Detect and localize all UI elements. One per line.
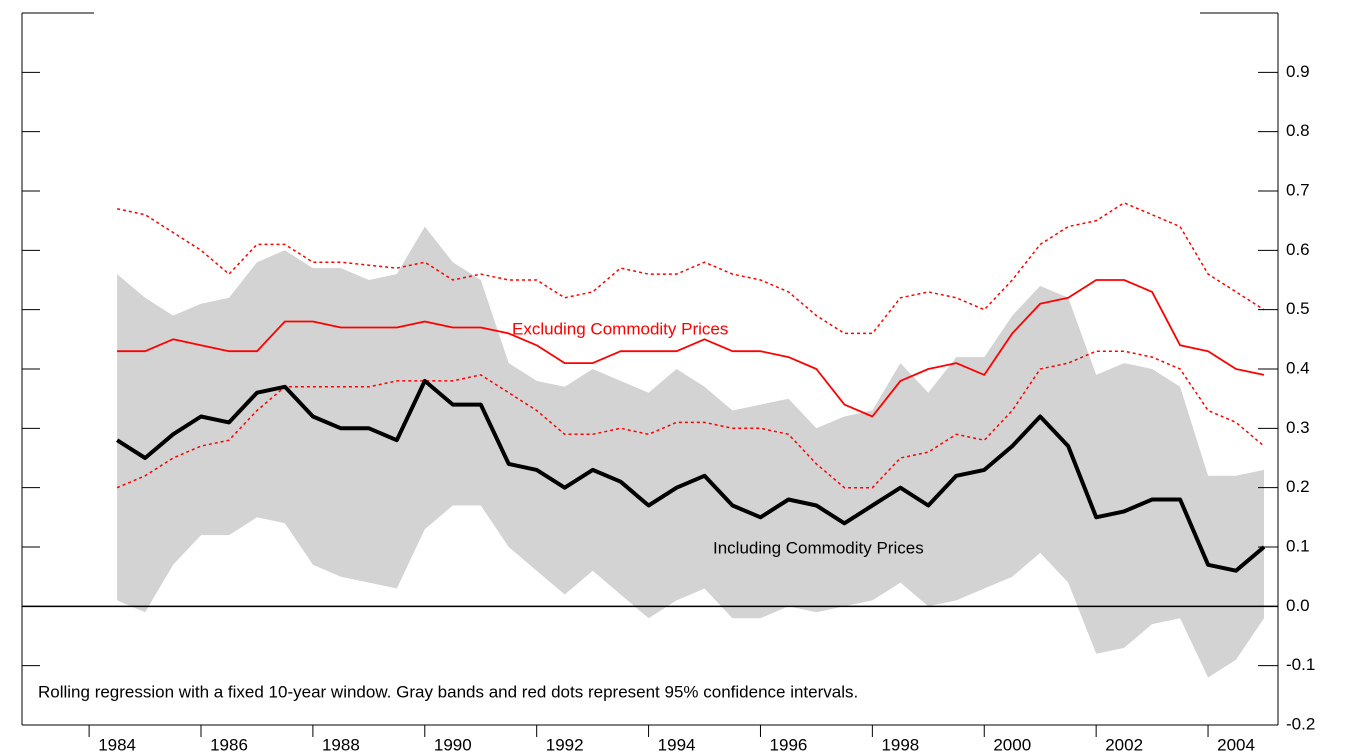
y-tick-label: 0.9 — [1286, 62, 1310, 81]
confidence-bound — [116, 202, 1265, 335]
x-tick-label: 1984 — [98, 735, 136, 754]
x-tick-label: 2000 — [993, 735, 1031, 754]
x-tick-label: 1996 — [770, 735, 808, 754]
confidence-bound — [116, 350, 1265, 489]
x-tick-label: 1998 — [881, 735, 919, 754]
y-tick-label: 0.8 — [1286, 121, 1310, 140]
y-tick-label: 0.0 — [1286, 596, 1310, 615]
y-tick-label: 0.1 — [1286, 536, 1310, 555]
x-tick-label: 1994 — [658, 735, 696, 754]
y-tick-label: 0.5 — [1286, 299, 1310, 318]
series-line — [116, 378, 1266, 573]
annotation: Excluding Commodity Prices — [512, 319, 728, 338]
x-tick-label: 1986 — [210, 735, 248, 754]
y-tick-label: -0.1 — [1286, 655, 1315, 674]
series-line — [117, 279, 1265, 418]
y-tick-label: 0.6 — [1286, 240, 1310, 259]
x-tick-label: 1988 — [322, 735, 360, 754]
x-tick-label: 2002 — [1105, 735, 1143, 754]
y-tick-label: 0.4 — [1286, 358, 1310, 377]
y-tick-label: 0.3 — [1286, 418, 1310, 437]
annotation: Including Commodity Prices — [713, 538, 924, 557]
y-tick-label: -0.2 — [1286, 714, 1315, 733]
x-tick-label: 1990 — [434, 735, 472, 754]
x-tick-label: 1992 — [546, 735, 584, 754]
y-tick-label: 0.2 — [1286, 477, 1310, 496]
note: Rolling regression with a fixed 10-year … — [38, 682, 858, 701]
y-tick-label: 0.7 — [1286, 180, 1310, 199]
x-tick-label: 2004 — [1217, 735, 1255, 754]
confidence-band — [117, 226, 1265, 678]
